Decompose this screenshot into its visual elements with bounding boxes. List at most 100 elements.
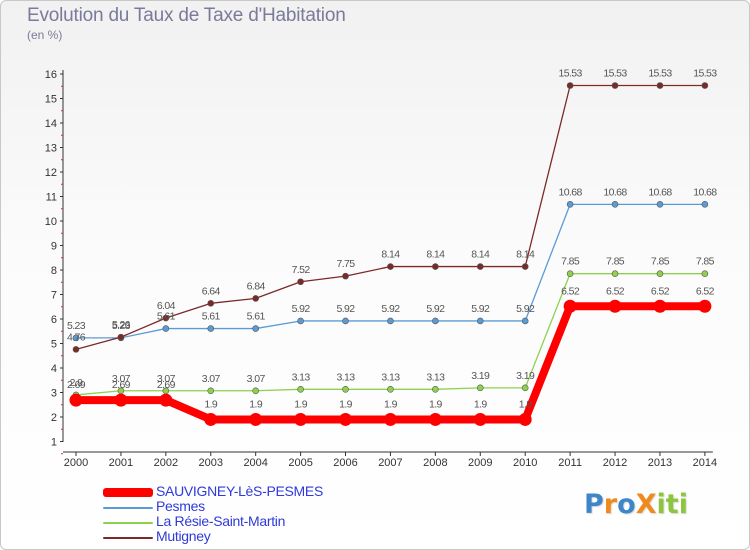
data-label: 5.23 [67,320,86,332]
data-point [72,346,80,353]
data-label: 10.68 [603,186,627,198]
data-label: 7.85 [606,256,625,268]
data-point [207,387,215,395]
chart-title: Evolution du Taux de Taxe d'Habitation [27,5,346,26]
data-label: 15.53 [603,68,627,80]
data-label: 8.14 [516,249,535,261]
legend-label-sauvigney: SAUVIGNEY-LèS-PESMES [156,483,323,499]
logo-letter: i [656,489,666,520]
data-label: 6.64 [202,285,221,297]
data-point [611,270,619,277]
data-label: 5.92 [336,303,355,315]
y-tick-label: 10 [45,216,57,228]
data-label: 1.9 [429,398,443,410]
data-label: 1.9 [519,398,533,410]
data-label: 7.75 [336,258,355,270]
x-tick-label: 2000 [64,457,88,469]
y-tick-label: 3 [51,388,57,400]
x-tick-label: 2004 [243,457,267,469]
data-label: 3.07 [247,373,266,385]
data-label: 6.84 [247,280,266,292]
data-label: 2.69 [157,379,176,391]
data-label: 15.53 [558,68,582,80]
data-point [656,201,664,208]
data-point [207,325,215,332]
y-tick-label: 13 [45,143,57,155]
legend-label-mutigney: Mutigney [156,528,211,544]
data-label: 3.07 [157,373,176,385]
proxiti-logo: ProXiti [584,489,688,520]
data-label: 5.92 [292,303,311,315]
data-point [432,386,439,393]
legend: SAUVIGNEY-LèS-PESMES Pesmes La Résie-Sai… [99,483,419,545]
data-point [117,333,125,341]
data-point [342,272,349,280]
data-point [159,393,173,407]
data-point [701,82,709,89]
data-label: 1.9 [339,398,353,410]
x-tick-label: 2013 [648,457,672,469]
logo-letter: P [584,489,604,520]
data-point [656,82,664,89]
data-label: 1.9 [249,398,263,410]
data-point [387,386,394,393]
data-point [656,270,664,277]
data-label: 5.61 [202,311,221,323]
data-label: 15.53 [693,68,717,80]
data-label: 15.53 [648,68,672,80]
logo-letter: X [635,489,657,520]
data-point [701,270,709,277]
data-label: 10.68 [648,186,672,198]
data-point [383,412,397,426]
y-tick-label: 11 [46,192,57,204]
data-point [476,317,484,325]
legend-swatch-sauvigney [103,488,153,497]
data-label: 3.13 [336,371,355,383]
series-0 [69,299,712,426]
data-label: 5.26 [112,319,131,331]
data-label: 6.52 [606,285,625,297]
data-label: 10.68 [693,186,717,198]
data-label: 5.92 [381,303,400,315]
data-point [608,299,622,313]
y-tick-label: 8 [51,265,57,277]
data-label: 5.92 [516,303,535,315]
data-point [204,412,218,426]
data-label: 6.52 [696,285,715,297]
data-label: 1.9 [384,398,398,410]
logo-letter: t [665,489,679,520]
legend-item-sauvigney: SAUVIGNEY-LèS-PESMES [99,483,419,500]
data-point [72,334,80,342]
data-point [207,300,215,307]
legend-swatch-la-resie [103,522,153,524]
data-point [297,278,304,286]
data-point [342,386,349,393]
x-tick-label: 2011 [558,457,582,469]
x-tick-label: 2009 [468,457,492,469]
data-label: 10.68 [558,186,582,198]
y-tick-label: 7 [51,290,57,302]
y-tick-label: 4 [51,363,57,375]
series-3 [72,82,709,353]
data-label: 3.19 [516,370,535,382]
data-label: 2.69 [112,379,131,391]
data-label: 8.14 [426,249,445,261]
data-point [473,412,487,426]
y-tick-label: 2 [51,412,57,424]
y-tick-label: 15 [45,94,57,106]
x-tick-label: 2007 [378,457,402,469]
data-point [518,412,532,426]
data-point [342,317,349,325]
data-point [249,412,263,426]
data-point [162,325,170,332]
y-tick-label: 12 [45,167,57,179]
legend-item-pesmes: Pesmes [99,498,419,515]
data-label: 7.85 [696,256,715,268]
data-label: 5.92 [426,303,445,315]
data-point [297,317,304,325]
data-point [114,393,128,407]
data-label: 8.14 [471,249,490,261]
